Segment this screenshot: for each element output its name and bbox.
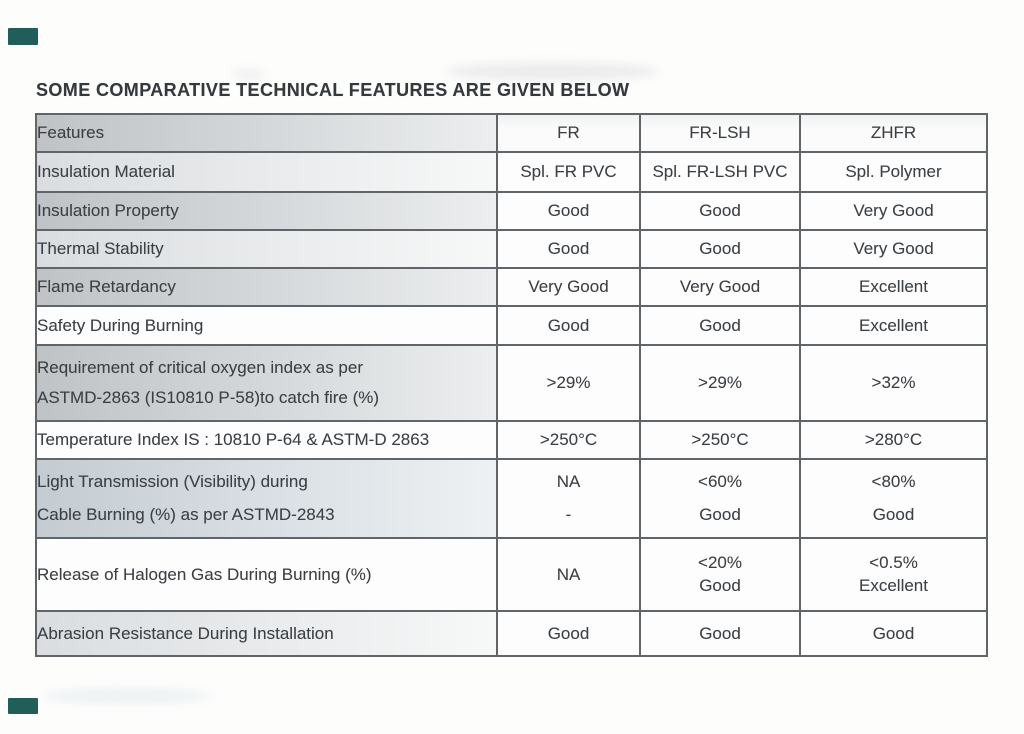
value-cell: Very Good	[639, 267, 801, 307]
table-row: Insulation Material Spl. FR PVC Spl. FR-…	[35, 151, 988, 193]
cell-line: <60%	[698, 472, 742, 491]
feature-cell: Flame Retardancy	[35, 267, 498, 307]
cell-lines: Light Transmission (Visibility) during C…	[37, 472, 496, 525]
value-cell: Good	[496, 229, 641, 269]
value-cell: Good	[639, 191, 801, 231]
cell-line: -	[565, 505, 572, 524]
cell-line: Requirement of critical oxygen index as …	[37, 358, 363, 377]
cell-line: Excellent	[859, 576, 928, 595]
cell-line: NA	[556, 472, 581, 491]
table-row: Requirement of critical oxygen index as …	[35, 344, 988, 422]
cell-line: Good	[699, 505, 741, 524]
table-header-row: Features FR FR-LSH ZHFR	[35, 113, 988, 153]
value-cell: Good	[496, 610, 641, 657]
value-cell: NA -	[496, 458, 641, 539]
table-row: Light Transmission (Visibility) during C…	[35, 458, 988, 539]
feature-cell: Temperature Index IS : 10810 P-64 & ASTM…	[35, 420, 498, 460]
cell-line: Good	[699, 576, 741, 595]
value-cell: Spl. Polymer	[799, 151, 988, 193]
value-cell: Good	[639, 305, 801, 346]
table-row: Safety During Burning Good Good Excellen…	[35, 305, 988, 346]
value-cell: Spl. FR-LSH PVC	[639, 151, 801, 193]
feature-cell: Light Transmission (Visibility) during C…	[35, 458, 498, 539]
value-cell: Very Good	[799, 191, 988, 231]
feature-cell: Thermal Stability	[35, 229, 498, 269]
cell-line: ASTMD-2863 (IS10810 P-58)to catch fire (…	[37, 388, 380, 407]
value-cell: NA	[496, 537, 641, 612]
value-cell: Very Good	[496, 267, 641, 307]
value-cell: <60% Good	[639, 458, 801, 539]
value-cell: >280°C	[799, 420, 988, 460]
table-row: Insulation Property Good Good Very Good	[35, 191, 988, 231]
teal-registration-mark-top	[8, 28, 38, 45]
scan-smudge	[232, 70, 266, 79]
cell-lines: NA -	[498, 472, 639, 525]
scan-smudge	[445, 63, 660, 80]
cell-line: <20%	[698, 553, 742, 572]
teal-registration-mark-bottom	[8, 698, 38, 714]
value-cell: Good	[799, 610, 988, 657]
cell-line: Good	[872, 505, 915, 524]
feature-cell: Requirement of critical oxygen index as …	[35, 344, 498, 422]
value-cell: Good	[639, 229, 801, 269]
value-cell: <20% Good	[639, 537, 801, 612]
cell-line: <0.5%	[869, 553, 918, 572]
feature-cell: Release of Halogen Gas During Burning (%…	[35, 537, 498, 612]
value-cell: >29%	[496, 344, 641, 422]
cell-lines: <20% Good	[641, 552, 799, 597]
value-cell: >29%	[639, 344, 801, 422]
value-cell: Spl. FR PVC	[496, 151, 641, 193]
column-header-fr-lsh: FR-LSH	[639, 113, 801, 153]
cell-lines: <80% Good	[801, 472, 986, 525]
column-header-features: Features	[35, 113, 498, 153]
value-cell: Good	[496, 305, 641, 346]
cell-line: Light Transmission (Visibility) during	[37, 472, 308, 491]
cell-line: <80%	[871, 472, 916, 491]
feature-cell: Insulation Material	[35, 151, 498, 193]
table-row: Release of Halogen Gas During Burning (%…	[35, 537, 988, 612]
table-row: Temperature Index IS : 10810 P-64 & ASTM…	[35, 420, 988, 460]
table-row: Thermal Stability Good Good Very Good	[35, 229, 988, 269]
column-header-fr: FR	[496, 113, 641, 153]
column-header-zhfr: ZHFR	[799, 113, 988, 153]
value-cell: Good	[496, 191, 641, 231]
value-cell: <0.5% Excellent	[799, 537, 988, 612]
table-row: Abrasion Resistance During Installation …	[35, 610, 988, 657]
value-cell: Excellent	[799, 305, 988, 346]
page-title: SOME COMPARATIVE TECHNICAL FEATURES ARE …	[36, 80, 630, 100]
cell-line: Cable Burning (%) as per ASTMD-2843	[37, 505, 335, 524]
feature-cell: Abrasion Resistance During Installation	[35, 610, 498, 657]
feature-cell: Safety During Burning	[35, 305, 498, 346]
value-cell: >32%	[799, 344, 988, 422]
value-cell: Excellent	[799, 267, 988, 307]
cell-lines: <60% Good	[641, 472, 799, 525]
feature-cell: Insulation Property	[35, 191, 498, 231]
scan-smudge	[42, 688, 212, 704]
value-cell: Good	[639, 610, 801, 657]
cell-lines: <0.5% Excellent	[801, 552, 986, 597]
value-cell: >250°C	[639, 420, 801, 460]
value-cell: Very Good	[799, 229, 988, 269]
value-cell: >250°C	[496, 420, 641, 460]
table-row: Flame Retardancy Very Good Very Good Exc…	[35, 267, 988, 307]
comparison-table: Features FR FR-LSH ZHFR Insulation Mater…	[35, 113, 988, 657]
value-cell: <80% Good	[799, 458, 988, 539]
